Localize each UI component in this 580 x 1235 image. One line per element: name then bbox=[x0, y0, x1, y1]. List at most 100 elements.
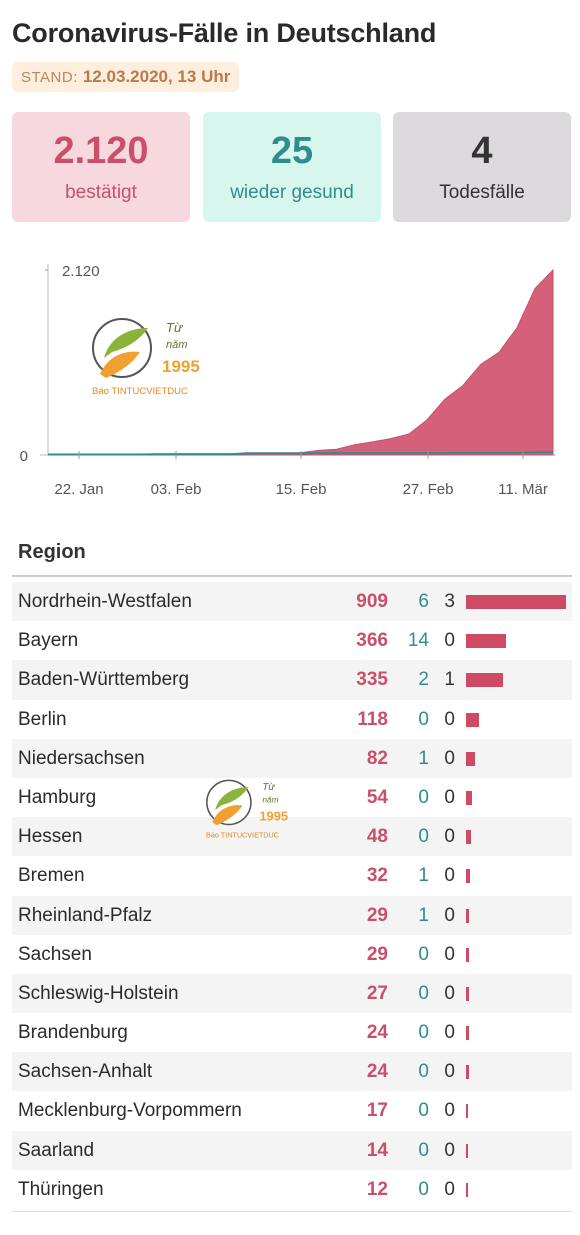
table-row: Sachsen 29 0 0 bbox=[12, 935, 572, 974]
confirmed-cell: 12 bbox=[366, 1178, 388, 1200]
confirmed-bar bbox=[466, 673, 503, 688]
table-row: Saarland 14 0 0 bbox=[12, 1130, 572, 1170]
y-tick-label: 0 bbox=[20, 448, 28, 465]
confirmed-bar bbox=[466, 595, 566, 609]
cases-area-chart[interactable]: 0 2.120 22. Jan 03. Feb 15. Feb 27. Feb 11. Mä… bbox=[0, 250, 580, 510]
stand-value: 12.03.2020, 13 Uhr bbox=[82, 67, 231, 86]
table-row: Berlin 118 0 0 bbox=[12, 700, 572, 739]
deaths-card: 4 Todesfälle bbox=[393, 112, 571, 222]
deaths-cell: 0 bbox=[444, 1100, 455, 1122]
region-name: Bayern bbox=[18, 630, 79, 652]
table-row: Baden-Württemberg 335 2 1 bbox=[12, 660, 572, 700]
tintucvietduc-logo-watermark: Từ năm 1995 Báo TINTUCVIETDUC bbox=[206, 779, 288, 839]
confirmed-card: 2.120 bestätigt bbox=[12, 112, 190, 222]
table-row: Nordrhein-Westfalen 909 6 3 bbox=[12, 582, 572, 622]
confirmed-cell: 29 bbox=[366, 943, 388, 965]
confirmed-bar bbox=[466, 1104, 468, 1119]
table-row: Hamburg 54 0 0 bbox=[12, 778, 572, 817]
recovered-cell: 0 bbox=[418, 1139, 429, 1161]
confirmed-cell: 32 bbox=[366, 865, 388, 887]
confirmed-cell: 366 bbox=[356, 630, 388, 652]
recovered-cell: 0 bbox=[418, 1061, 429, 1083]
recovered-cell: 0 bbox=[418, 708, 429, 730]
deaths-cell: 0 bbox=[444, 982, 455, 1004]
page-title: Coronavirus-Fälle in Deutschland bbox=[12, 18, 437, 48]
stand-label: STAND: bbox=[21, 68, 78, 86]
confirmed-cell: 14 bbox=[366, 1139, 388, 1161]
logo2-year: 1995 bbox=[259, 809, 288, 824]
confirmed-bar bbox=[466, 869, 470, 884]
recovered-card: 25 wieder gesund bbox=[203, 112, 381, 222]
recovered-cell: 0 bbox=[418, 943, 429, 965]
table-row: Niedersachsen 82 1 0 bbox=[12, 738, 572, 778]
table-row: Mecklenburg-Vorpommern 17 0 0 bbox=[12, 1091, 572, 1130]
region-name: Saarland bbox=[18, 1139, 95, 1161]
logo2-line2: năm bbox=[262, 794, 278, 804]
confirmed-bar bbox=[466, 1182, 468, 1197]
region-name: Mecklenburg-Vorpommern bbox=[18, 1100, 242, 1122]
region-name: Nordrhein-Westfalen bbox=[18, 591, 192, 612]
deaths-cell: 0 bbox=[444, 943, 455, 965]
confirmed-bar bbox=[466, 830, 471, 845]
confirmed-cell: 27 bbox=[366, 982, 388, 1004]
confirmed-cell: 29 bbox=[366, 904, 388, 926]
recovered-cell: 0 bbox=[418, 982, 429, 1004]
y-tick-label: 2.120 bbox=[62, 263, 100, 280]
x-tick-label: 03. Feb bbox=[151, 481, 202, 498]
tintucvietduc-logo: Từ năm 1995 Báo TINTUCVIETDUC bbox=[92, 318, 200, 397]
confirmed-bar bbox=[466, 1026, 469, 1041]
logo2-caption: Báo TINTUCVIETDUC bbox=[206, 830, 279, 839]
logo-caption: Báo TINTUCVIETDUC bbox=[92, 386, 188, 397]
table-row: Bremen 32 1 0 bbox=[12, 856, 572, 895]
deaths-cell: 0 bbox=[444, 630, 455, 652]
recovered-count: 25 bbox=[270, 130, 314, 172]
confirmed-cell: 82 bbox=[366, 747, 388, 769]
table-row: Thüringen 12 0 0 bbox=[12, 1170, 572, 1209]
recovered-cell: 1 bbox=[418, 865, 429, 887]
deaths-cell: 0 bbox=[444, 1022, 455, 1044]
confirmed-cell: 24 bbox=[366, 1061, 388, 1083]
table-row: Bayern 366 14 0 bbox=[12, 621, 572, 660]
confirmed-bar bbox=[466, 986, 469, 1001]
region-name: Rheinland-Pfalz bbox=[18, 904, 153, 926]
confirmed-bar bbox=[466, 947, 469, 962]
x-tick-label: 27. Feb bbox=[403, 481, 454, 498]
logo2-line1: Từ bbox=[262, 782, 275, 793]
table-row: Sachsen-Anhalt 24 0 0 bbox=[12, 1052, 572, 1092]
table-row: Schleswig-Holstein 27 0 0 bbox=[12, 973, 572, 1014]
deaths-cell: 0 bbox=[444, 1139, 455, 1161]
deaths-cell: 0 bbox=[444, 865, 455, 887]
region-name: Hessen bbox=[18, 826, 83, 848]
deaths-count: 4 bbox=[471, 130, 493, 172]
recovered-cell: 0 bbox=[418, 1022, 429, 1044]
recovered-cell: 0 bbox=[418, 786, 429, 808]
confirmed-bar bbox=[466, 908, 469, 923]
confirmed-bar bbox=[466, 634, 506, 649]
table-row: Hessen 48 0 0 bbox=[12, 817, 572, 857]
recovered-cell: 2 bbox=[418, 669, 429, 691]
recovered-cell: 0 bbox=[418, 1100, 429, 1122]
confirmed-cell: 335 bbox=[356, 669, 388, 691]
deaths-cell: 3 bbox=[444, 591, 455, 612]
deaths-cell: 1 bbox=[444, 669, 455, 691]
confirmed-cell: 118 bbox=[357, 708, 388, 730]
table-header-divider bbox=[12, 575, 572, 577]
recovered-label: wieder gesund bbox=[230, 182, 354, 203]
deaths-cell: 0 bbox=[444, 1178, 455, 1200]
region-name: Baden-Württemberg bbox=[18, 669, 190, 691]
deaths-cell: 0 bbox=[444, 747, 455, 769]
region-table: Nordrhein-Westfalen 909 6 3 Bayern 366 14 0 Bade… bbox=[12, 582, 572, 1209]
recovered-cell: 1 bbox=[418, 904, 429, 926]
deaths-cell: 0 bbox=[444, 1061, 455, 1083]
logo-year: 1995 bbox=[162, 357, 200, 376]
deaths-cell: 0 bbox=[444, 708, 455, 730]
region-name: Berlin bbox=[18, 708, 67, 730]
confirmed-bar bbox=[466, 1065, 469, 1080]
confirmed-bar bbox=[466, 790, 472, 805]
confirmed-label: bestätigt bbox=[65, 182, 137, 203]
region-name: Sachsen-Anhalt bbox=[18, 1061, 153, 1083]
logo-line1: Từ bbox=[166, 320, 183, 335]
x-tick-label: 15. Feb bbox=[276, 481, 327, 498]
table-row: Brandenburg 24 0 0 bbox=[12, 1013, 572, 1052]
table-row: Rheinland-Pfalz 29 1 0 bbox=[12, 895, 572, 935]
